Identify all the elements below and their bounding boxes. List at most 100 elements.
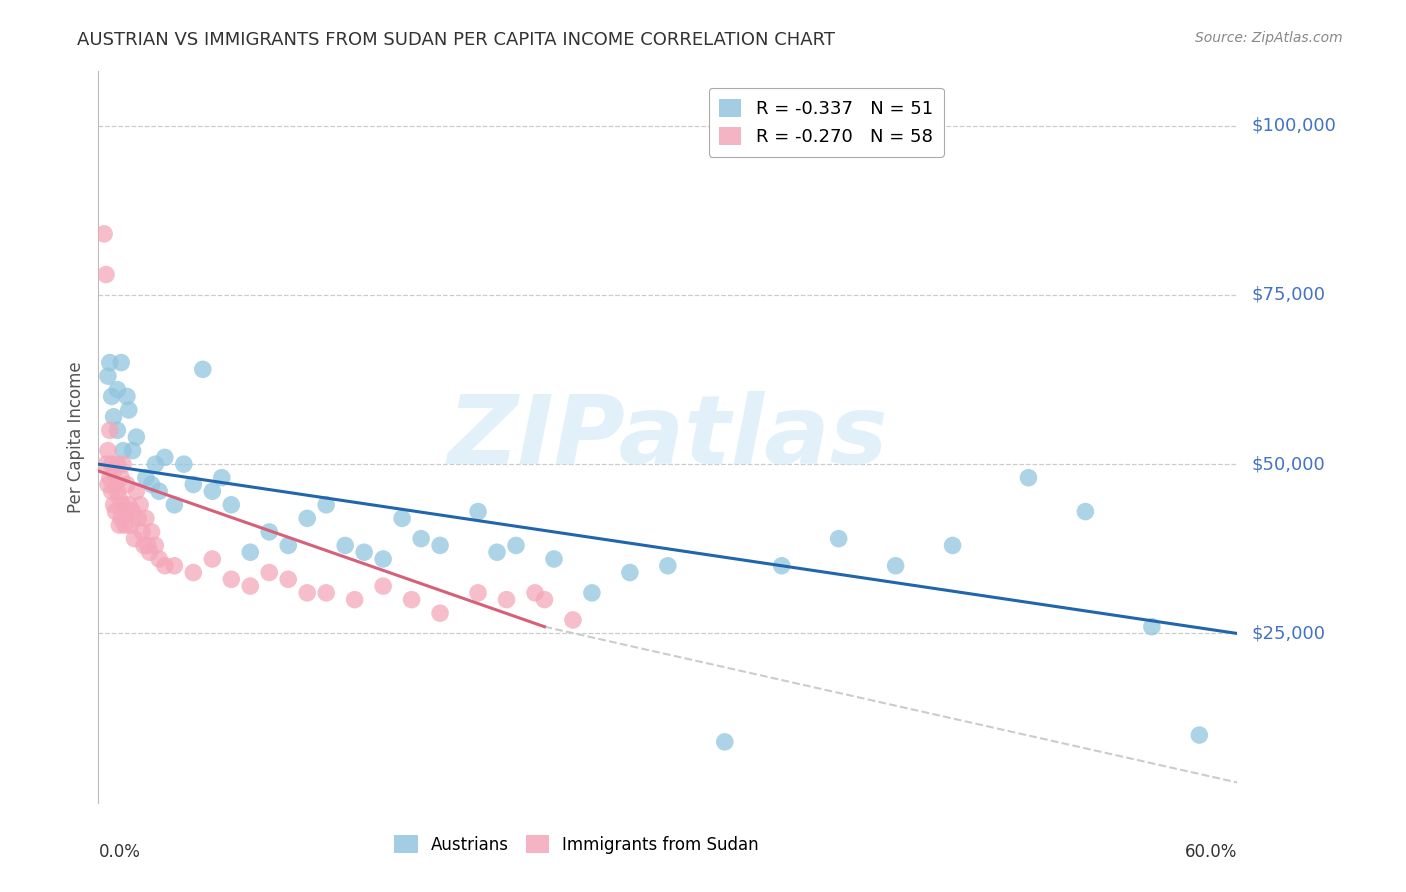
Point bbox=[127, 511, 149, 525]
Point bbox=[104, 477, 127, 491]
Point bbox=[297, 511, 319, 525]
Point bbox=[335, 538, 357, 552]
Point bbox=[103, 409, 125, 424]
Point bbox=[1074, 505, 1097, 519]
Point bbox=[524, 586, 547, 600]
Text: $100,000: $100,000 bbox=[1251, 117, 1336, 135]
Point bbox=[125, 430, 148, 444]
Point bbox=[118, 403, 141, 417]
Point bbox=[495, 592, 517, 607]
Point bbox=[411, 532, 433, 546]
Point bbox=[138, 545, 160, 559]
Point bbox=[129, 498, 152, 512]
Point bbox=[136, 538, 159, 552]
Point bbox=[221, 572, 243, 586]
Point bbox=[141, 524, 163, 539]
Point bbox=[163, 558, 186, 573]
Point bbox=[107, 423, 129, 437]
Point bbox=[148, 484, 170, 499]
Point bbox=[97, 369, 120, 384]
Point bbox=[94, 457, 117, 471]
Point bbox=[110, 471, 132, 485]
Point bbox=[191, 362, 214, 376]
Point bbox=[211, 471, 233, 485]
Point bbox=[100, 389, 122, 403]
Point bbox=[97, 477, 120, 491]
Point bbox=[112, 443, 135, 458]
Point bbox=[124, 532, 146, 546]
Point bbox=[183, 566, 205, 580]
Point bbox=[112, 457, 135, 471]
Point bbox=[401, 592, 423, 607]
Point bbox=[98, 471, 121, 485]
Point bbox=[103, 498, 125, 512]
Point bbox=[135, 471, 157, 485]
Point bbox=[619, 566, 641, 580]
Point bbox=[120, 518, 142, 533]
Point bbox=[505, 538, 527, 552]
Point bbox=[1188, 728, 1211, 742]
Text: AUSTRIAN VS IMMIGRANTS FROM SUDAN PER CAPITA INCOME CORRELATION CHART: AUSTRIAN VS IMMIGRANTS FROM SUDAN PER CA… bbox=[77, 31, 835, 49]
Point bbox=[115, 389, 138, 403]
Point bbox=[353, 545, 375, 559]
Point bbox=[371, 552, 394, 566]
Point bbox=[657, 558, 679, 573]
Point bbox=[107, 484, 129, 499]
Point bbox=[93, 227, 115, 241]
Point bbox=[108, 518, 131, 533]
Point bbox=[828, 532, 851, 546]
Point bbox=[297, 586, 319, 600]
Point bbox=[259, 524, 281, 539]
Point bbox=[277, 572, 299, 586]
Point bbox=[1018, 471, 1040, 485]
Point bbox=[221, 498, 243, 512]
Point bbox=[315, 498, 337, 512]
Point bbox=[107, 383, 129, 397]
Point bbox=[98, 355, 121, 369]
Point bbox=[163, 498, 186, 512]
Point bbox=[118, 498, 141, 512]
Point bbox=[100, 484, 122, 499]
Point bbox=[110, 511, 132, 525]
Text: ZIPatlas: ZIPatlas bbox=[447, 391, 889, 483]
Point bbox=[201, 484, 224, 499]
Point bbox=[107, 457, 129, 471]
Point bbox=[98, 423, 121, 437]
Point bbox=[343, 592, 366, 607]
Point bbox=[145, 538, 167, 552]
Point bbox=[201, 552, 224, 566]
Point bbox=[391, 511, 413, 525]
Point bbox=[115, 505, 138, 519]
Point bbox=[581, 586, 603, 600]
Text: $50,000: $50,000 bbox=[1251, 455, 1324, 473]
Point bbox=[770, 558, 793, 573]
Point bbox=[132, 538, 155, 552]
Text: $75,000: $75,000 bbox=[1251, 285, 1326, 304]
Point bbox=[884, 558, 907, 573]
Point bbox=[467, 505, 489, 519]
Point bbox=[141, 477, 163, 491]
Text: $25,000: $25,000 bbox=[1251, 624, 1326, 642]
Point bbox=[94, 268, 117, 282]
Text: 0.0%: 0.0% bbox=[98, 843, 141, 861]
Point bbox=[153, 450, 176, 465]
Point bbox=[100, 457, 122, 471]
Point bbox=[115, 477, 138, 491]
Point bbox=[121, 443, 143, 458]
Point bbox=[121, 505, 143, 519]
Point bbox=[108, 491, 131, 505]
Point bbox=[467, 586, 489, 600]
Point bbox=[1140, 620, 1163, 634]
Point bbox=[533, 592, 555, 607]
Legend: Austrians, Immigrants from Sudan: Austrians, Immigrants from Sudan bbox=[388, 829, 766, 860]
Point bbox=[562, 613, 585, 627]
Point bbox=[131, 524, 153, 539]
Point bbox=[145, 457, 167, 471]
Point bbox=[714, 735, 737, 749]
Point bbox=[148, 552, 170, 566]
Point bbox=[543, 552, 565, 566]
Point bbox=[486, 545, 509, 559]
Point bbox=[429, 538, 451, 552]
Point bbox=[103, 464, 125, 478]
Y-axis label: Per Capita Income: Per Capita Income bbox=[66, 361, 84, 513]
